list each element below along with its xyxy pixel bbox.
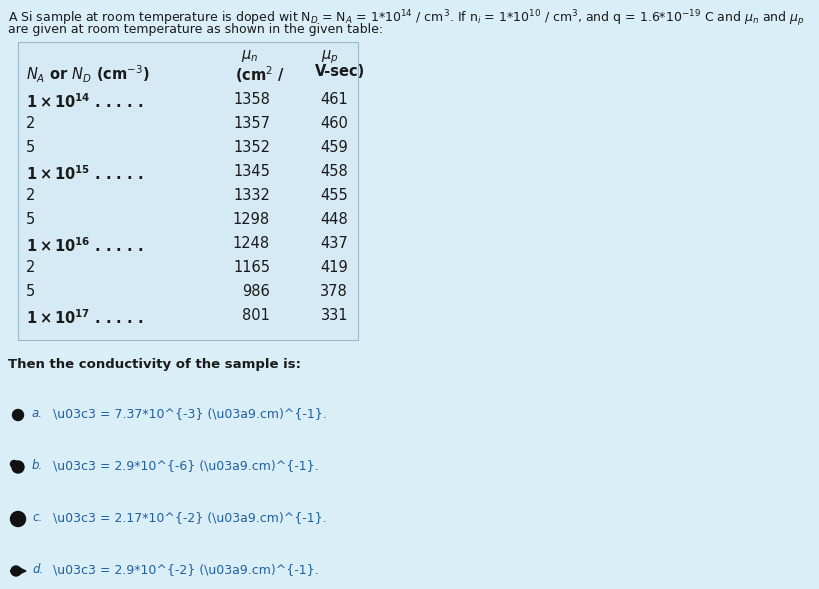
Text: 1357: 1357 bbox=[233, 116, 270, 131]
Text: $\mathbf{1 \times 10^{15}}$ . . . . .: $\mathbf{1 \times 10^{15}}$ . . . . . bbox=[26, 164, 143, 183]
Circle shape bbox=[12, 409, 24, 421]
Text: 460: 460 bbox=[320, 116, 348, 131]
Text: (cm$^2$ /: (cm$^2$ / bbox=[235, 64, 285, 85]
Circle shape bbox=[11, 511, 25, 527]
Text: 1298: 1298 bbox=[233, 212, 270, 227]
Text: 1352: 1352 bbox=[233, 140, 270, 155]
Text: 461: 461 bbox=[320, 92, 348, 107]
Text: 458: 458 bbox=[320, 164, 348, 179]
Text: 448: 448 bbox=[320, 212, 348, 227]
Text: 378: 378 bbox=[320, 284, 348, 299]
Text: A Si sample at room temperature is doped wit N$_D$ = N$_A$ = 1*10$^{14}$ / cm$^3: A Si sample at room temperature is doped… bbox=[8, 8, 804, 29]
Text: 419: 419 bbox=[320, 260, 348, 275]
Circle shape bbox=[11, 566, 21, 576]
Text: 1165: 1165 bbox=[233, 260, 270, 275]
Text: 1345: 1345 bbox=[233, 164, 270, 179]
Text: 455: 455 bbox=[320, 188, 348, 203]
FancyBboxPatch shape bbox=[18, 42, 358, 340]
Text: 986: 986 bbox=[242, 284, 270, 299]
Text: d.: d. bbox=[32, 563, 43, 576]
Circle shape bbox=[11, 461, 17, 468]
Text: 2: 2 bbox=[26, 188, 35, 203]
Text: 5: 5 bbox=[26, 284, 35, 299]
Text: 459: 459 bbox=[320, 140, 348, 155]
Text: $N_A$ or $N_D$ (cm$^{-3}$): $N_A$ or $N_D$ (cm$^{-3}$) bbox=[26, 64, 150, 85]
Text: 801: 801 bbox=[242, 308, 270, 323]
Text: \u03c3 = 2.17*10^{-2} (\u03a9.cm)^{-1}.: \u03c3 = 2.17*10^{-2} (\u03a9.cm)^{-1}. bbox=[53, 511, 327, 524]
Text: 5: 5 bbox=[26, 212, 35, 227]
Text: c.: c. bbox=[32, 511, 43, 524]
Text: 5: 5 bbox=[26, 140, 35, 155]
Text: \u03c3 = 2.9*10^{-2} (\u03a9.cm)^{-1}.: \u03c3 = 2.9*10^{-2} (\u03a9.cm)^{-1}. bbox=[53, 563, 319, 576]
Text: 2: 2 bbox=[26, 116, 35, 131]
Text: $\mu_p$: $\mu_p$ bbox=[321, 48, 339, 65]
Text: 437: 437 bbox=[320, 236, 348, 251]
Circle shape bbox=[12, 461, 24, 473]
Text: 1358: 1358 bbox=[233, 92, 270, 107]
Text: $\mu_n$: $\mu_n$ bbox=[242, 48, 259, 64]
Text: a.: a. bbox=[32, 407, 43, 420]
Text: \u03c3 = 7.37*10^{-3} (\u03a9.cm)^{-1}.: \u03c3 = 7.37*10^{-3} (\u03a9.cm)^{-1}. bbox=[53, 407, 327, 420]
Text: V-sec): V-sec) bbox=[315, 64, 365, 79]
Text: 2: 2 bbox=[26, 260, 35, 275]
Text: Then the conductivity of the sample is:: Then the conductivity of the sample is: bbox=[8, 358, 301, 371]
Text: 1332: 1332 bbox=[233, 188, 270, 203]
Text: $\mathbf{1 \times 10^{16}}$ . . . . .: $\mathbf{1 \times 10^{16}}$ . . . . . bbox=[26, 236, 143, 254]
Text: 331: 331 bbox=[320, 308, 348, 323]
Text: are given at room temperature as shown in the given table:: are given at room temperature as shown i… bbox=[8, 23, 383, 36]
Text: b.: b. bbox=[32, 459, 43, 472]
Text: 1248: 1248 bbox=[233, 236, 270, 251]
Text: $\mathbf{1 \times 10^{17}}$ . . . . .: $\mathbf{1 \times 10^{17}}$ . . . . . bbox=[26, 308, 143, 327]
Text: $\mathbf{1 \times 10^{14}}$ . . . . .: $\mathbf{1 \times 10^{14}}$ . . . . . bbox=[26, 92, 143, 111]
Text: \u03c3 = 2.9*10^{-6} (\u03a9.cm)^{-1}.: \u03c3 = 2.9*10^{-6} (\u03a9.cm)^{-1}. bbox=[53, 459, 319, 472]
